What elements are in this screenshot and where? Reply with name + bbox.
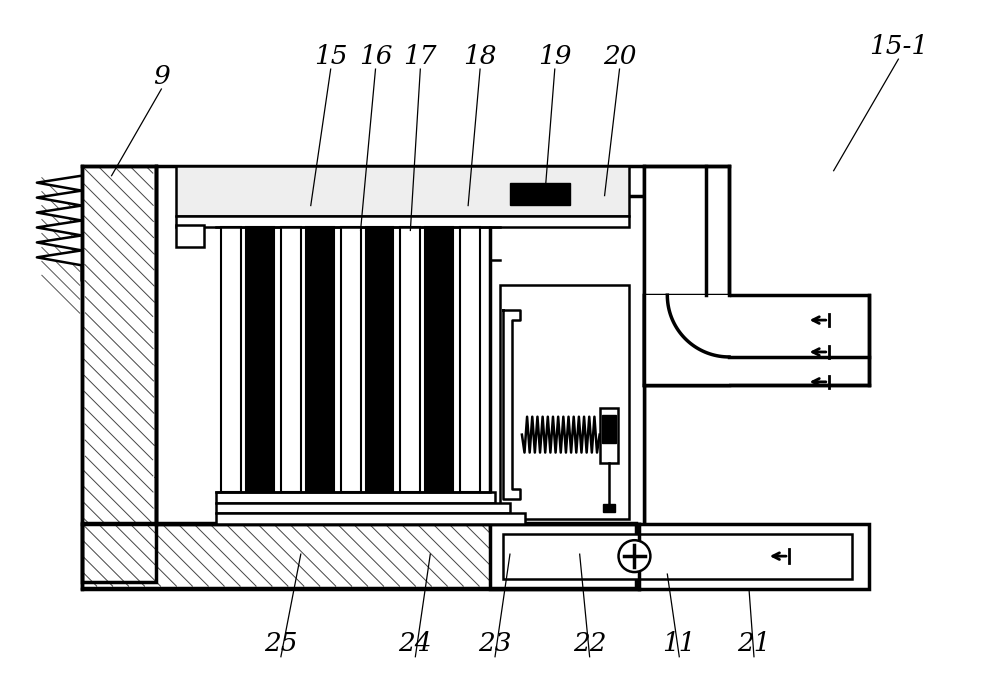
Text: 24: 24 (399, 631, 432, 657)
Bar (644, 166, 729, 385)
Bar (216, 493, 495, 504)
Text: 20: 20 (603, 43, 636, 69)
Bar (490, 524, 869, 589)
Text: 17: 17 (404, 43, 437, 69)
Text: 21: 21 (737, 631, 771, 657)
Text: 18: 18 (463, 43, 497, 69)
Bar (366, 227, 393, 493)
Bar (503, 534, 852, 579)
Bar (176, 216, 629, 227)
Text: 19: 19 (538, 43, 572, 69)
Text: 11: 11 (663, 631, 696, 657)
Bar (425, 227, 453, 493)
Polygon shape (37, 176, 82, 280)
Text: 9: 9 (153, 63, 170, 89)
Text: 15-1: 15-1 (869, 34, 928, 59)
Bar (306, 227, 334, 493)
Circle shape (619, 540, 650, 572)
Bar (84, 167, 154, 524)
Bar (490, 196, 644, 529)
Bar (82, 166, 156, 582)
Text: 23: 23 (478, 631, 512, 657)
Bar (221, 227, 241, 493)
Bar (176, 225, 204, 247)
Bar (644, 295, 869, 385)
Bar (84, 525, 634, 586)
Bar (341, 227, 361, 493)
Bar (603, 504, 615, 513)
Bar (600, 408, 618, 462)
Text: 16: 16 (359, 43, 392, 69)
Bar (602, 415, 616, 442)
Bar (176, 166, 629, 216)
Bar (500, 285, 629, 520)
Bar (281, 227, 301, 493)
Text: 22: 22 (573, 631, 606, 657)
Bar (460, 227, 480, 493)
Bar (216, 513, 525, 524)
Bar (400, 227, 420, 493)
Bar (82, 523, 636, 588)
Bar (644, 295, 729, 385)
Bar (156, 166, 644, 524)
Bar (246, 227, 274, 493)
Text: 25: 25 (264, 631, 298, 657)
Bar (216, 504, 510, 513)
Text: 15: 15 (314, 43, 347, 69)
Polygon shape (503, 310, 520, 500)
Bar (510, 183, 570, 205)
